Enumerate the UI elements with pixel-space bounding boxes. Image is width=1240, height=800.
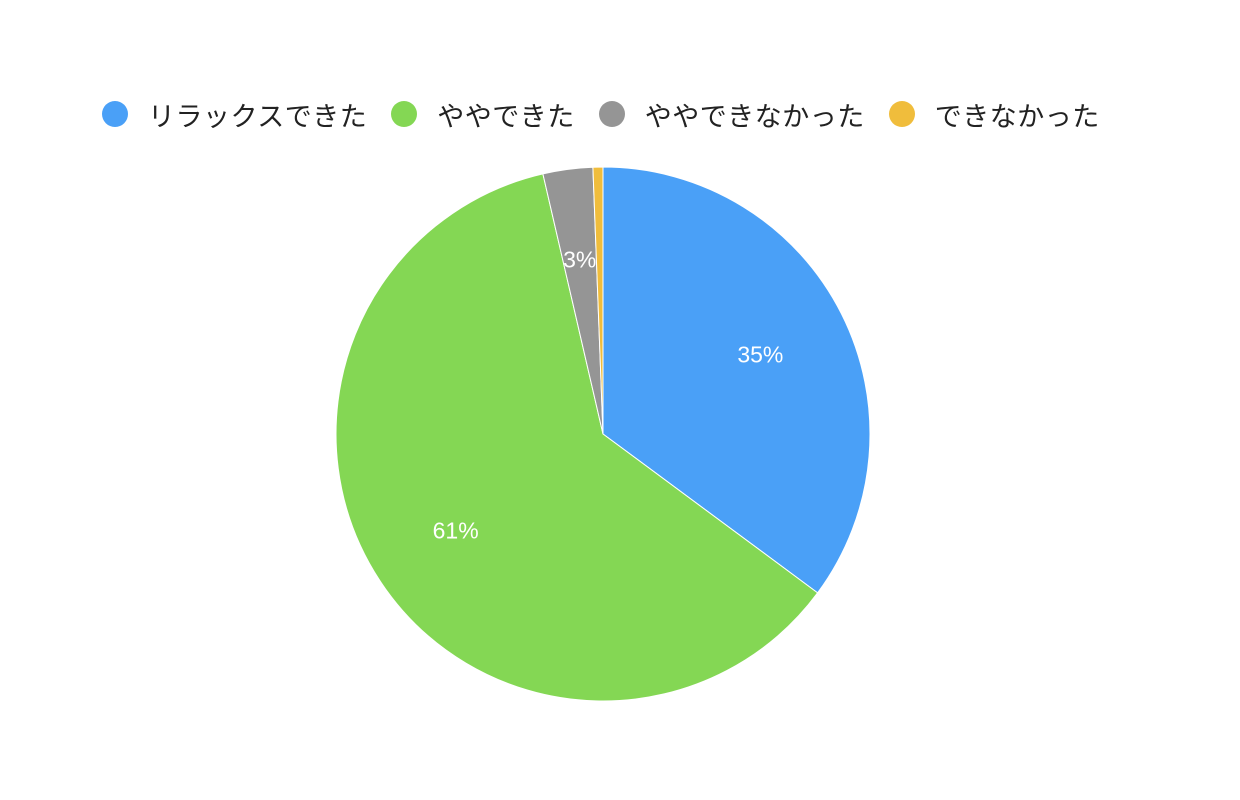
pie-label-relaxed: 35% <box>737 342 783 368</box>
legend-item-somewhat-relaxed[interactable]: ややできた <box>391 95 575 134</box>
legend-label-somewhat-not-relaxed: ややできなかった <box>644 101 865 133</box>
legend-swatch-somewhat-relaxed <box>391 101 418 127</box>
pie-label-somewhat-relaxed: 61% <box>433 518 479 544</box>
pie-slice-relaxed[interactable] <box>602 166 871 594</box>
pie-slices <box>335 166 871 702</box>
pie-slice-somewhat-relaxed[interactable] <box>335 173 819 702</box>
pie-slice-labels: 35% 61% 3% <box>433 246 784 543</box>
legend-swatch-somewhat-not-relaxed <box>598 101 625 127</box>
pie-slice-not-relaxed[interactable] <box>592 166 604 435</box>
legend-label-not-relaxed: できなかった <box>934 101 1100 133</box>
legend-label-somewhat-relaxed: ややできた <box>437 101 575 133</box>
legend-swatch-not-relaxed <box>888 101 915 127</box>
legend-item-not-relaxed[interactable]: できなかった <box>888 95 1100 134</box>
legend-label-relaxed: リラックスできた <box>148 101 368 133</box>
pie-label-somewhat-not-relaxed: 3% <box>563 246 596 272</box>
legend-swatch-relaxed <box>102 101 128 127</box>
chart-legend: リラックスできた ややできた ややできなかった できなかった <box>102 95 1124 134</box>
legend-item-somewhat-not-relaxed[interactable]: ややできなかった <box>598 95 865 134</box>
legend-item-relaxed[interactable]: リラックスできた <box>102 95 367 134</box>
